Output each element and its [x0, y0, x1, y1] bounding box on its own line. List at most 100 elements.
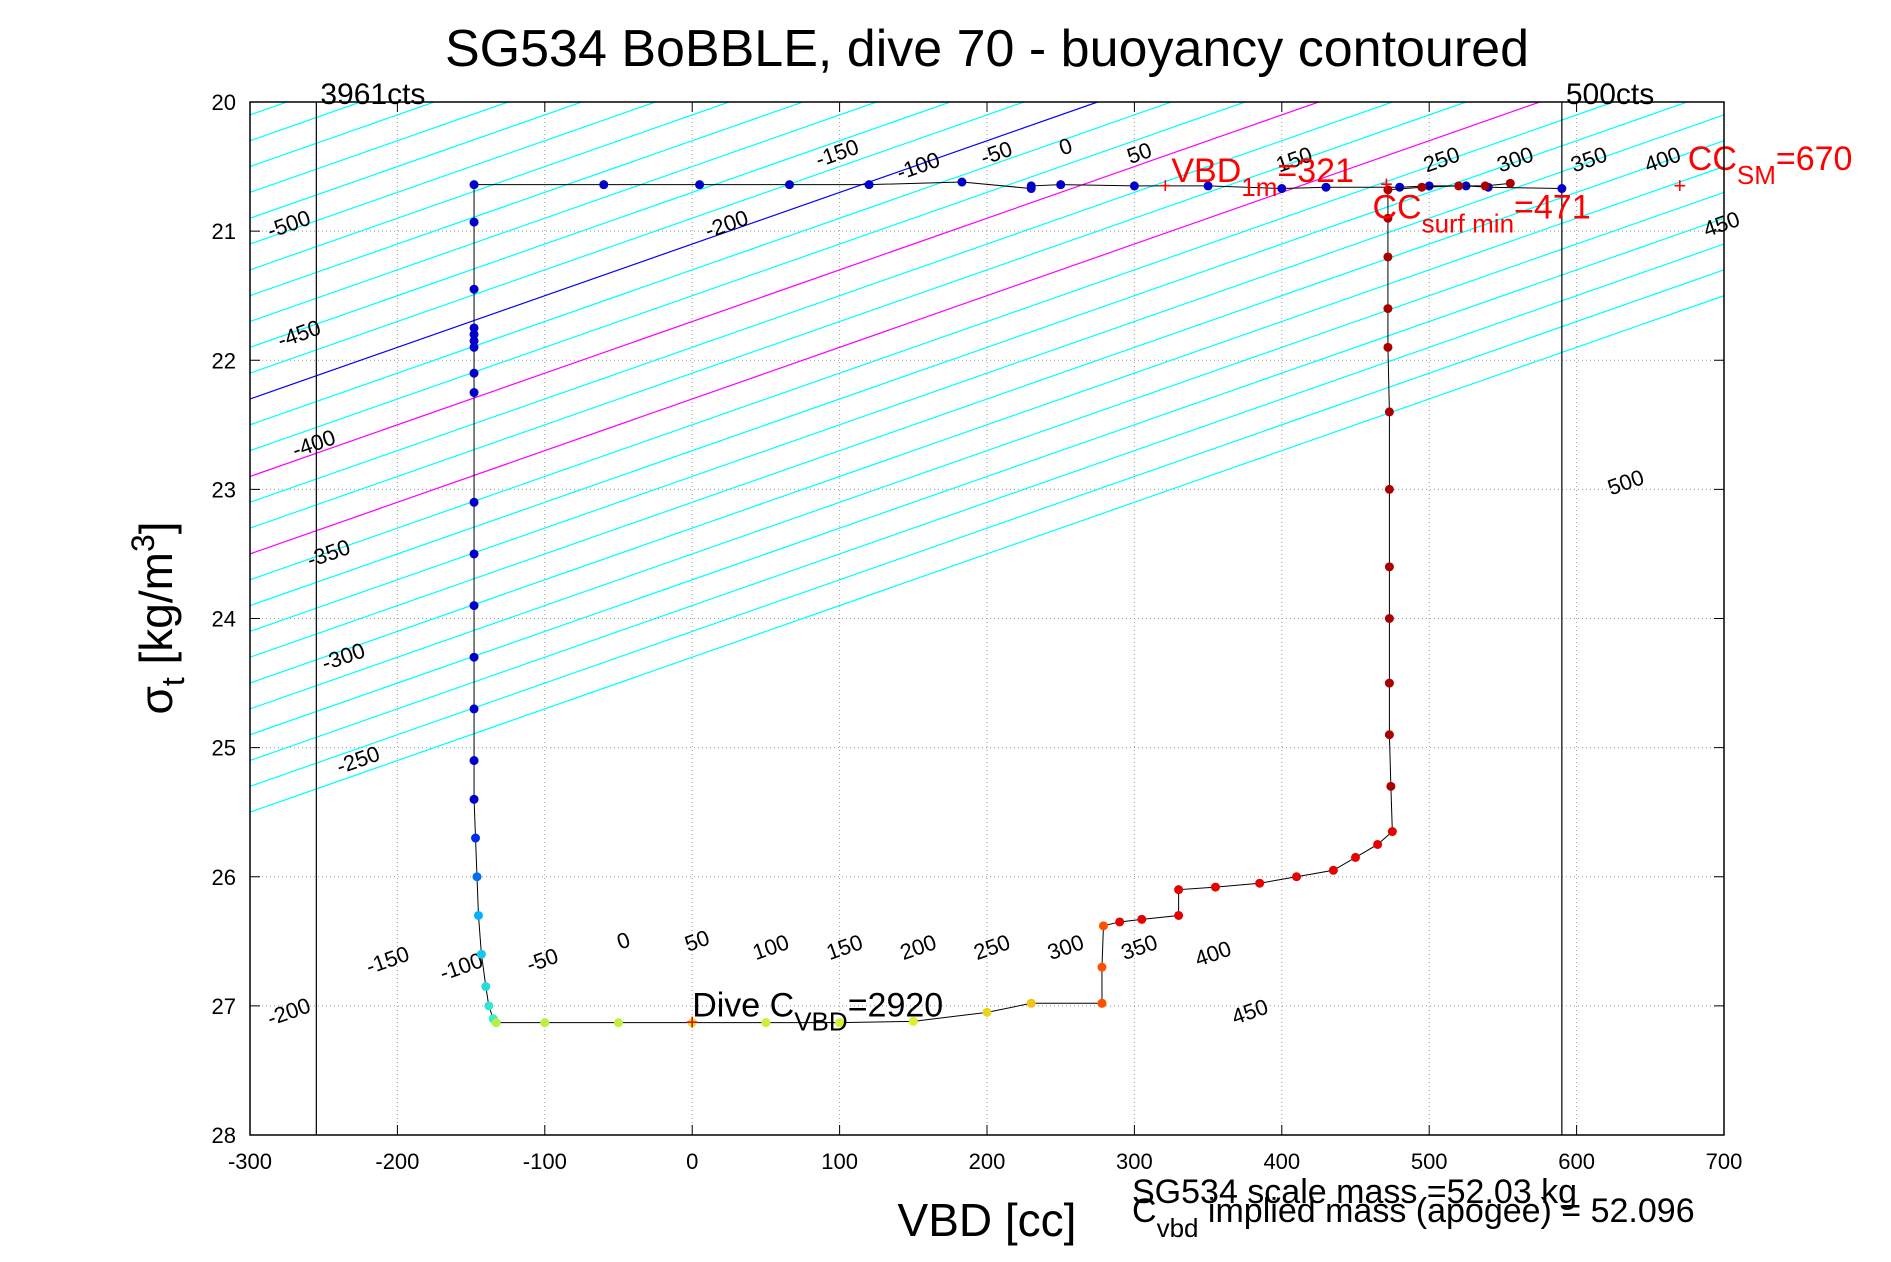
data-point [1384, 562, 1394, 572]
y-label-sub: t [155, 677, 191, 686]
marker-cross: + [686, 1010, 699, 1035]
marker-cross: + [1673, 173, 1686, 198]
series-line [1101, 182, 1511, 1004]
y-tick-label: 24 [212, 607, 236, 632]
data-point [957, 177, 967, 187]
marker-label-value: =670 [1776, 140, 1853, 178]
svg-text:σt [kg/m3]: σt [kg/m3] [125, 521, 191, 714]
x-tick-label: -300 [228, 1149, 272, 1174]
x-tick-label: 700 [1706, 1149, 1743, 1174]
data-point [469, 601, 479, 611]
data-point [1174, 910, 1184, 920]
marker-label-sub: surf min [1422, 209, 1514, 239]
y-tick-label: 20 [212, 90, 236, 115]
count-limit-label: 500cts [1566, 78, 1654, 111]
data-point [1383, 185, 1393, 195]
data-point [1454, 181, 1464, 191]
data-point [1417, 182, 1427, 192]
marker-label: CCSM=670 [1688, 140, 1853, 190]
data-point [1174, 885, 1184, 895]
data-point [1384, 484, 1394, 494]
data-point [1480, 181, 1490, 191]
marker-cross: + [1380, 172, 1393, 197]
marker-label-sub: VBD [794, 1007, 847, 1037]
implied-c: C [1132, 1192, 1157, 1230]
data-point [473, 910, 483, 920]
data-point [1384, 407, 1394, 417]
data-point [1424, 181, 1434, 191]
data-point [491, 1018, 501, 1028]
implied-rest: implied mass (apogee) = 52.096 [1198, 1192, 1694, 1230]
x-tick-label: 100 [821, 1149, 858, 1174]
chart-title: SG534 BoBBLE, dive 70 - buoyancy contour… [445, 20, 1529, 78]
marker-label-sub: SM [1737, 160, 1776, 190]
data-point [1373, 839, 1383, 849]
data-point [614, 1018, 623, 1028]
y-tick-label: 21 [212, 219, 236, 244]
contour-line [250, 102, 1098, 400]
data-point [1383, 213, 1393, 223]
x-axis-label: VBD [cc] [898, 1194, 1077, 1246]
data-point [469, 342, 479, 352]
data-point [599, 180, 609, 190]
data-point [476, 949, 486, 959]
data-point [1097, 998, 1107, 1008]
contour-line [250, 217, 1724, 736]
data-point [471, 833, 481, 843]
contour-line [250, 295, 1724, 813]
data-point [1129, 181, 1139, 191]
y-tick-label: 22 [212, 348, 236, 373]
marker-label-value: =2920 [848, 987, 944, 1025]
data-point [1557, 184, 1567, 194]
y-tick-label: 28 [212, 1123, 236, 1148]
contour-line [250, 243, 1724, 762]
contour-line [250, 102, 1393, 503]
y-tick-label: 23 [212, 477, 236, 502]
data-point [469, 368, 479, 378]
contour-line [250, 102, 1319, 478]
marker-label-sub: 1m [1241, 172, 1277, 202]
data-point [784, 180, 794, 190]
data-point [982, 1007, 992, 1017]
data-point [1056, 180, 1066, 190]
data-point [1255, 878, 1265, 888]
x-tick-label: 200 [969, 1149, 1006, 1174]
data-point [1277, 184, 1287, 194]
data-point [1137, 914, 1147, 924]
data-point [835, 1018, 845, 1028]
series-line [496, 1002, 1102, 1024]
data-point [1383, 304, 1393, 314]
y-axis-label: σt [kg/m3] [125, 521, 191, 714]
contour-line [250, 114, 1724, 633]
data-point [1026, 998, 1036, 1008]
contour-line [250, 102, 1540, 555]
x-tick-label: 600 [1558, 1149, 1595, 1174]
data-point [687, 1018, 697, 1028]
data-point [469, 388, 479, 398]
data-point [1351, 852, 1360, 862]
data-point [540, 1018, 550, 1028]
data-point [469, 284, 479, 294]
data-point [469, 549, 479, 559]
data-series [469, 177, 1567, 1028]
y-tick-label: 26 [212, 865, 236, 890]
data-point [472, 872, 482, 882]
y-tick-label: 27 [212, 994, 236, 1019]
data-point [1387, 827, 1397, 837]
data-point [469, 497, 479, 507]
marker-label-value: =471 [1514, 189, 1591, 227]
data-point [1328, 865, 1338, 875]
data-point [484, 1001, 494, 1011]
axis-ticks: -300 -200 -100 0 100 200 300 400 500 600 700 20 21 22… [212, 90, 1743, 1174]
marker-label-main: Dive C [692, 987, 794, 1025]
contour-line [250, 102, 803, 297]
data-point [469, 794, 479, 804]
contour-line [250, 102, 1025, 374]
marker-cross: + [1159, 173, 1172, 198]
data-point [469, 652, 479, 662]
implied-mass-text: Cvbd implied mass (apogee) = 52.096 [1132, 1192, 1695, 1243]
marker-label-value: =321 [1277, 152, 1354, 190]
contour-line [250, 102, 1467, 529]
marker-label: Dive CVBD=2920 [692, 987, 943, 1037]
contour-line [250, 140, 1724, 658]
